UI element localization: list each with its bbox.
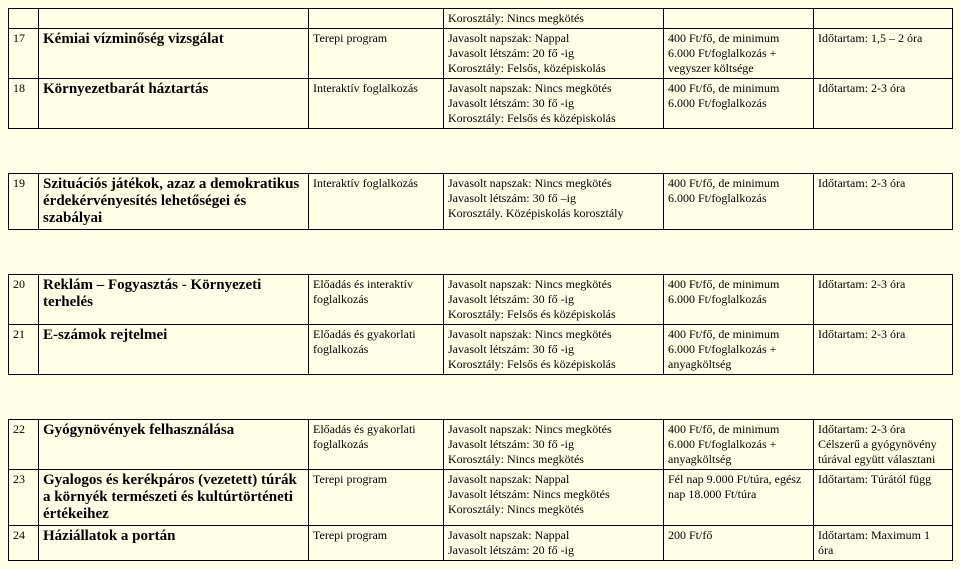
- table-row: 20Reklám – Fogyasztás - Környezeti terhe…: [9, 275, 953, 325]
- row-price: 400 Ft/fő, de minimum 6.000 Ft/foglalkoz…: [664, 79, 814, 129]
- row-duration: Időtartam: 2-3 óra: [814, 79, 953, 129]
- row-type: Terepi program: [309, 526, 444, 561]
- programs-table: Korosztály: Nincs megkötés17Kémiai vízmi…: [8, 8, 953, 561]
- table-row: Korosztály: Nincs megkötés: [9, 9, 953, 29]
- row-price: Fél nap 9.000 Ft/túra, egész nap 18.000 …: [664, 470, 814, 526]
- row-details: Javasolt napszak: Nincs megkötésJavasolt…: [444, 275, 664, 325]
- row-type: Terepi program: [309, 470, 444, 526]
- row-price: 400 Ft/fő, de minimum 6.000 Ft/foglalkoz…: [664, 325, 814, 375]
- row-details: Javasolt napszak: NappalJavasolt létszám…: [444, 470, 664, 526]
- row-title: Reklám – Fogyasztás - Környezeti terhelé…: [39, 275, 309, 325]
- row-type: Előadás és interaktív foglalkozás: [309, 275, 444, 325]
- table-row: 22Gyógynövények felhasználásaElőadás és …: [9, 420, 953, 470]
- row-type: Előadás és gyakorlati foglalkozás: [309, 325, 444, 375]
- row-title: Kémiai vízminőség vizsgálat: [39, 29, 309, 79]
- table-row: 24Háziállatok a portánTerepi programJava…: [9, 526, 953, 561]
- row-duration: Időtartam: Túrától függ: [814, 470, 953, 526]
- table-row: 21E-számok rejtelmeiElőadás és gyakorlat…: [9, 325, 953, 375]
- table-spacer: [9, 230, 953, 275]
- table-spacer: [9, 129, 953, 174]
- row-number: 19: [9, 174, 39, 230]
- row-type: Előadás és gyakorlati foglalkozás: [309, 420, 444, 470]
- row-details: Javasolt napszak: Nincs megkötésJavasolt…: [444, 174, 664, 230]
- row-details: Javasolt napszak: NappalJavasolt létszám…: [444, 526, 664, 561]
- row-number: 21: [9, 325, 39, 375]
- row-details: Javasolt napszak: NappalJavasolt létszám…: [444, 29, 664, 79]
- row-number: 24: [9, 526, 39, 561]
- row-number: [9, 9, 39, 29]
- row-price: [664, 9, 814, 29]
- table-row: 17Kémiai vízminőség vizsgálatTerepi prog…: [9, 29, 953, 79]
- table-row: 23Gyalogos és kerékpáros (vezetett) túrá…: [9, 470, 953, 526]
- row-duration: [814, 9, 953, 29]
- row-duration: Időtartam: Maximum 1 óra: [814, 526, 953, 561]
- row-price: 400 Ft/fő, de minimum 6.000 Ft/foglalkoz…: [664, 29, 814, 79]
- row-number: 20: [9, 275, 39, 325]
- row-title: Szituációs játékok, azaz a demokratikus …: [39, 174, 309, 230]
- row-number: 22: [9, 420, 39, 470]
- row-type: Interaktív foglalkozás: [309, 174, 444, 230]
- row-title: E-számok rejtelmei: [39, 325, 309, 375]
- row-duration: Időtartam: 2-3 óra: [814, 325, 953, 375]
- row-title: Háziállatok a portán: [39, 526, 309, 561]
- row-number: 18: [9, 79, 39, 129]
- table-spacer: [9, 375, 953, 420]
- table-row: 18Környezetbarát háztartásInteraktív fog…: [9, 79, 953, 129]
- row-title: [39, 9, 309, 29]
- row-duration: Időtartam: 2-3 óra Célszerű a gyógynövén…: [814, 420, 953, 470]
- row-type: [309, 9, 444, 29]
- row-details: Javasolt napszak: Nincs megkötésJavasolt…: [444, 79, 664, 129]
- row-price: 400 Ft/fő, de minimum 6.000 Ft/foglalkoz…: [664, 420, 814, 470]
- row-title: Gyógynövények felhasználása: [39, 420, 309, 470]
- row-number: 23: [9, 470, 39, 526]
- row-details: Javasolt napszak: Nincs megkötésJavasolt…: [444, 325, 664, 375]
- row-duration: Időtartam: 1,5 – 2 óra: [814, 29, 953, 79]
- row-price: 400 Ft/fő, de minimum 6.000 Ft/foglalkoz…: [664, 174, 814, 230]
- row-type: Terepi program: [309, 29, 444, 79]
- row-duration: Időtartam: 2-3 óra: [814, 275, 953, 325]
- table-row: 19Szituációs játékok, azaz a demokratiku…: [9, 174, 953, 230]
- row-details: Korosztály: Nincs megkötés: [444, 9, 664, 29]
- row-price: 400 Ft/fő, de minimum 6.000 Ft/foglalkoz…: [664, 275, 814, 325]
- row-title: Gyalogos és kerékpáros (vezetett) túrák …: [39, 470, 309, 526]
- row-title: Környezetbarát háztartás: [39, 79, 309, 129]
- row-details: Javasolt napszak: Nincs megkötésJavasolt…: [444, 420, 664, 470]
- row-number: 17: [9, 29, 39, 79]
- row-duration: Időtartam: 2-3 óra: [814, 174, 953, 230]
- row-type: Interaktív foglalkozás: [309, 79, 444, 129]
- row-price: 200 Ft/fő: [664, 526, 814, 561]
